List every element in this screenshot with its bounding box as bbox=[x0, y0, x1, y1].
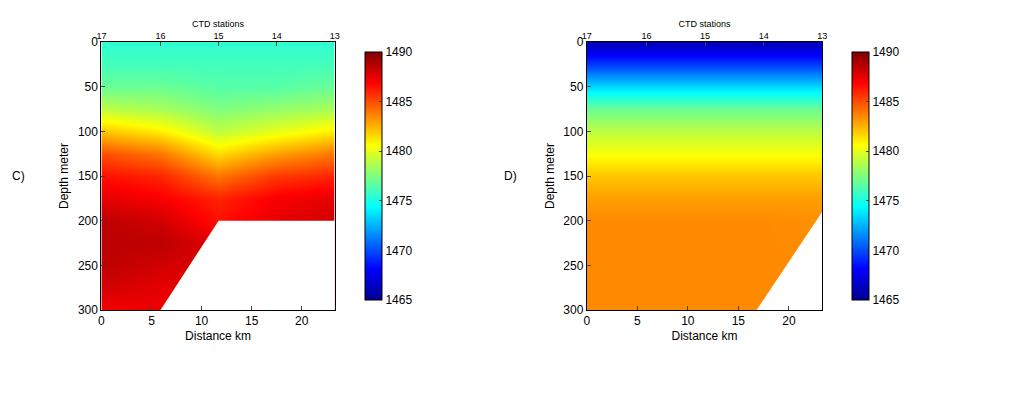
svg-text:0: 0 bbox=[98, 314, 105, 328]
svg-text:10: 10 bbox=[681, 314, 695, 328]
svg-text:1470: 1470 bbox=[872, 244, 899, 258]
svg-text:1470: 1470 bbox=[385, 244, 412, 258]
svg-text:1465: 1465 bbox=[385, 293, 412, 307]
svg-text:15: 15 bbox=[700, 31, 710, 41]
svg-text:1490: 1490 bbox=[385, 45, 412, 59]
svg-text:20: 20 bbox=[782, 314, 796, 328]
svg-text:250: 250 bbox=[78, 259, 98, 273]
svg-text:0: 0 bbox=[583, 314, 590, 328]
svg-text:1490: 1490 bbox=[872, 45, 899, 59]
svg-text:1485: 1485 bbox=[872, 95, 899, 109]
svg-text:15: 15 bbox=[732, 314, 746, 328]
svg-text:300: 300 bbox=[563, 303, 583, 317]
svg-text:16: 16 bbox=[155, 31, 165, 41]
svg-text:1480: 1480 bbox=[385, 144, 412, 158]
svg-text:100: 100 bbox=[78, 125, 98, 139]
svg-text:20: 20 bbox=[295, 314, 309, 328]
svg-text:0: 0 bbox=[577, 35, 584, 49]
svg-text:CTD stations: CTD stations bbox=[679, 19, 732, 29]
svg-text:10: 10 bbox=[195, 314, 209, 328]
svg-text:14: 14 bbox=[759, 31, 769, 41]
svg-text:100: 100 bbox=[563, 125, 583, 139]
svg-text:Depth meter: Depth meter bbox=[57, 143, 71, 209]
svg-text:1475: 1475 bbox=[872, 194, 899, 208]
svg-text:50: 50 bbox=[85, 80, 99, 94]
svg-text:1475: 1475 bbox=[385, 194, 412, 208]
svg-text:15: 15 bbox=[245, 314, 259, 328]
svg-text:14: 14 bbox=[272, 31, 282, 41]
svg-text:50: 50 bbox=[570, 80, 584, 94]
svg-text:150: 150 bbox=[78, 169, 98, 183]
svg-text:13: 13 bbox=[817, 31, 827, 41]
svg-text:16: 16 bbox=[641, 31, 651, 41]
svg-text:CTD stations: CTD stations bbox=[192, 19, 245, 29]
svg-text:17: 17 bbox=[582, 31, 592, 41]
svg-text:Depth meter: Depth meter bbox=[543, 143, 557, 209]
svg-text:13: 13 bbox=[330, 31, 340, 41]
svg-text:17: 17 bbox=[96, 31, 106, 41]
svg-text:0: 0 bbox=[91, 35, 98, 49]
svg-text:1480: 1480 bbox=[872, 144, 899, 158]
svg-text:1465: 1465 bbox=[872, 293, 899, 307]
svg-text:Distance km: Distance km bbox=[185, 329, 251, 343]
svg-text:D): D) bbox=[504, 169, 517, 183]
svg-text:Distance km: Distance km bbox=[671, 329, 737, 343]
svg-text:1485: 1485 bbox=[385, 95, 412, 109]
svg-text:300: 300 bbox=[78, 303, 98, 317]
svg-text:5: 5 bbox=[148, 314, 155, 328]
svg-text:200: 200 bbox=[78, 214, 98, 228]
svg-text:C): C) bbox=[12, 169, 25, 183]
svg-text:200: 200 bbox=[563, 214, 583, 228]
svg-text:150: 150 bbox=[563, 169, 583, 183]
svg-text:250: 250 bbox=[563, 259, 583, 273]
svg-text:15: 15 bbox=[214, 31, 224, 41]
svg-text:5: 5 bbox=[634, 314, 641, 328]
